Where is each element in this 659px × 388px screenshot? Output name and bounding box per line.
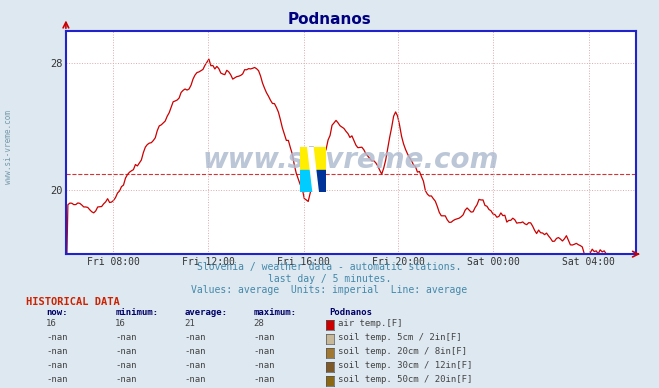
Polygon shape [313,147,326,170]
Text: -nan: -nan [185,333,206,342]
Polygon shape [300,170,313,192]
Polygon shape [300,170,326,192]
Text: -nan: -nan [115,375,137,384]
Text: HISTORICAL DATA: HISTORICAL DATA [26,297,120,307]
Text: air temp.[F]: air temp.[F] [338,319,403,328]
Text: -nan: -nan [254,333,275,342]
Text: 16: 16 [46,319,57,328]
Text: -nan: -nan [46,333,68,342]
Polygon shape [302,147,326,192]
Text: -nan: -nan [254,375,275,384]
Text: soil temp. 20cm / 8in[F]: soil temp. 20cm / 8in[F] [338,347,467,356]
Text: -nan: -nan [185,375,206,384]
Polygon shape [300,147,326,192]
Text: soil temp. 50cm / 20in[F]: soil temp. 50cm / 20in[F] [338,375,473,384]
Text: -nan: -nan [115,361,137,370]
Text: 16: 16 [115,319,126,328]
Text: Podnanos: Podnanos [287,12,372,27]
Text: 21: 21 [185,319,195,328]
Text: -nan: -nan [46,375,68,384]
Polygon shape [300,170,313,192]
Text: -nan: -nan [185,361,206,370]
Text: -nan: -nan [254,347,275,356]
Polygon shape [304,147,326,192]
Text: -nan: -nan [115,333,137,342]
Text: www.si-vreme.com: www.si-vreme.com [4,111,13,184]
Text: soil temp. 30cm / 12in[F]: soil temp. 30cm / 12in[F] [338,361,473,370]
Polygon shape [313,170,326,192]
Text: maximum:: maximum: [254,308,297,317]
Text: Values: average  Units: imperial  Line: average: Values: average Units: imperial Line: av… [191,285,468,295]
Text: Podnanos: Podnanos [330,308,372,317]
Text: Slovenia / weather data - automatic stations.: Slovenia / weather data - automatic stat… [197,262,462,272]
Polygon shape [308,147,318,192]
Text: minimum:: minimum: [115,308,158,317]
Text: last day / 5 minutes.: last day / 5 minutes. [268,274,391,284]
Text: -nan: -nan [115,347,137,356]
Text: 28: 28 [254,319,264,328]
Text: -nan: -nan [46,361,68,370]
Text: -nan: -nan [185,347,206,356]
Text: -nan: -nan [254,361,275,370]
Text: soil temp. 5cm / 2in[F]: soil temp. 5cm / 2in[F] [338,333,462,342]
Text: -nan: -nan [46,347,68,356]
Text: now:: now: [46,308,68,317]
Polygon shape [313,170,326,192]
Text: www.si-vreme.com: www.si-vreme.com [203,146,499,175]
Polygon shape [300,147,326,192]
Text: average:: average: [185,308,227,317]
Polygon shape [300,147,326,170]
